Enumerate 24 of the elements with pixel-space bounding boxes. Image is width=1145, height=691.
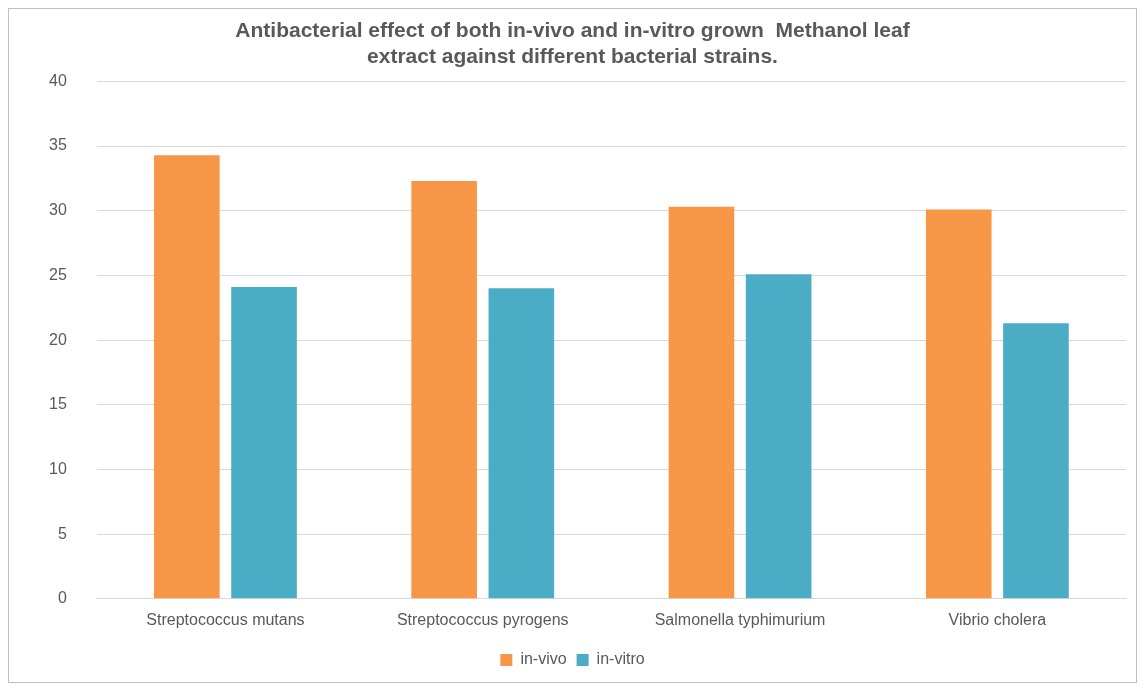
y-tick-label: 30 bbox=[49, 201, 67, 219]
x-tick-label: Salmonella typhimurium bbox=[654, 610, 826, 628]
legend-label: in-vivo bbox=[520, 650, 567, 668]
y-tick-label: 35 bbox=[49, 136, 67, 154]
y-tick-label: 0 bbox=[57, 589, 67, 607]
bar bbox=[154, 155, 220, 599]
legend-label: in-vitro bbox=[596, 650, 645, 668]
x-tick-label: Streptococcus mutans bbox=[146, 610, 305, 628]
y-tick-label: 20 bbox=[49, 330, 67, 348]
bar bbox=[488, 288, 555, 599]
x-tick-label: Vibrio cholera bbox=[948, 610, 1047, 628]
bar bbox=[1003, 323, 1069, 599]
bar bbox=[668, 206, 735, 599]
bar bbox=[411, 181, 477, 599]
bar bbox=[925, 209, 992, 599]
x-tick-label: Streptococcus pyrogens bbox=[396, 610, 569, 628]
y-tick-label: 15 bbox=[49, 395, 67, 413]
y-tick-label: 5 bbox=[57, 524, 67, 542]
y-tick-label: 40 bbox=[49, 71, 67, 89]
bar bbox=[745, 274, 812, 599]
y-tick-label: 10 bbox=[49, 459, 67, 477]
bar bbox=[231, 287, 297, 599]
chart-title: Antibacterial effect of both in-vivo and in-vitro grown Methanol leaf extract against different bacterial strains. bbox=[235, 18, 911, 67]
y-tick-label: 25 bbox=[49, 265, 67, 283]
